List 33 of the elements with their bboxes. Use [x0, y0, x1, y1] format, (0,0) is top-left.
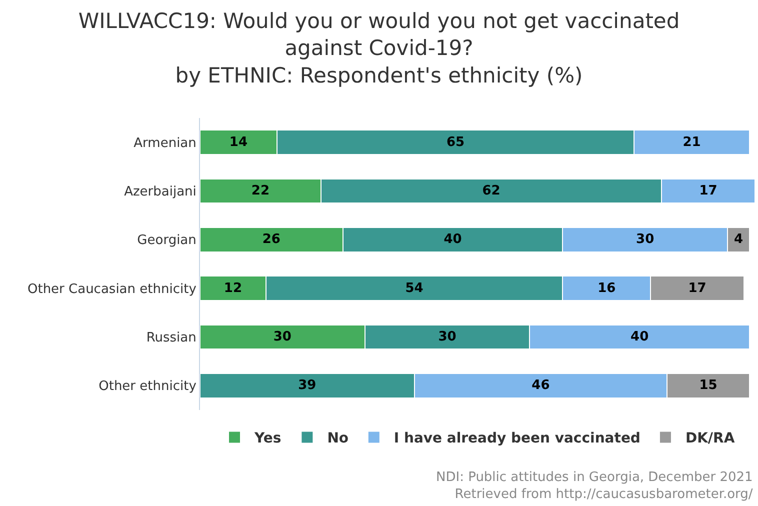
y-tick-label: Azerbaijani — [124, 184, 196, 200]
y-tick-label: Other ethnicity — [98, 379, 197, 394]
text: NDI: Public attitudes in Georgia, December 2021 — [436, 470, 753, 485]
legend-label: No — [327, 430, 349, 447]
y-tick-label: Georgian — [137, 233, 196, 248]
data-label: 39 — [298, 378, 316, 394]
legend-label: I have already been vaccinated — [394, 430, 640, 447]
data-label: 22 — [251, 184, 270, 198]
data-label: 26 — [262, 232, 280, 248]
chart-title: WILLVACC19: Would you or would you not get vaccinated against Covid-19? by ETHNIC: Respondent's ethnicity (%) — [78, 8, 680, 88]
data-label: 30 — [273, 330, 292, 344]
data-label: 14 — [229, 134, 248, 150]
y-tick-label: Russian — [146, 330, 196, 346]
data-label: 54 — [405, 280, 424, 296]
legend-label: DK/RA — [685, 430, 735, 447]
data-label: 40 — [444, 232, 462, 248]
data-label: 12 — [224, 280, 242, 296]
data-label: 65 — [446, 134, 465, 150]
data-label: 30 — [438, 330, 456, 344]
data-label: 21 — [682, 134, 701, 150]
data-label: 46 — [532, 378, 550, 394]
data-label: 40 — [630, 330, 649, 344]
data-label: 15 — [699, 378, 718, 394]
data-label: 16 — [598, 280, 616, 296]
legend-label: Yes — [254, 430, 282, 447]
data-label: 17 — [688, 280, 706, 296]
data-label: 30 — [636, 232, 654, 248]
text: Retrieved from http://caucasusbarometer.org/ — [454, 486, 754, 502]
data-label: 17 — [699, 184, 718, 198]
y-tick-label: Armenian — [134, 136, 196, 151]
data-label: 62 — [482, 184, 500, 198]
data-label: 4 — [734, 232, 744, 248]
y-tick-label: Other Caucasian ethnicity — [27, 282, 197, 297]
